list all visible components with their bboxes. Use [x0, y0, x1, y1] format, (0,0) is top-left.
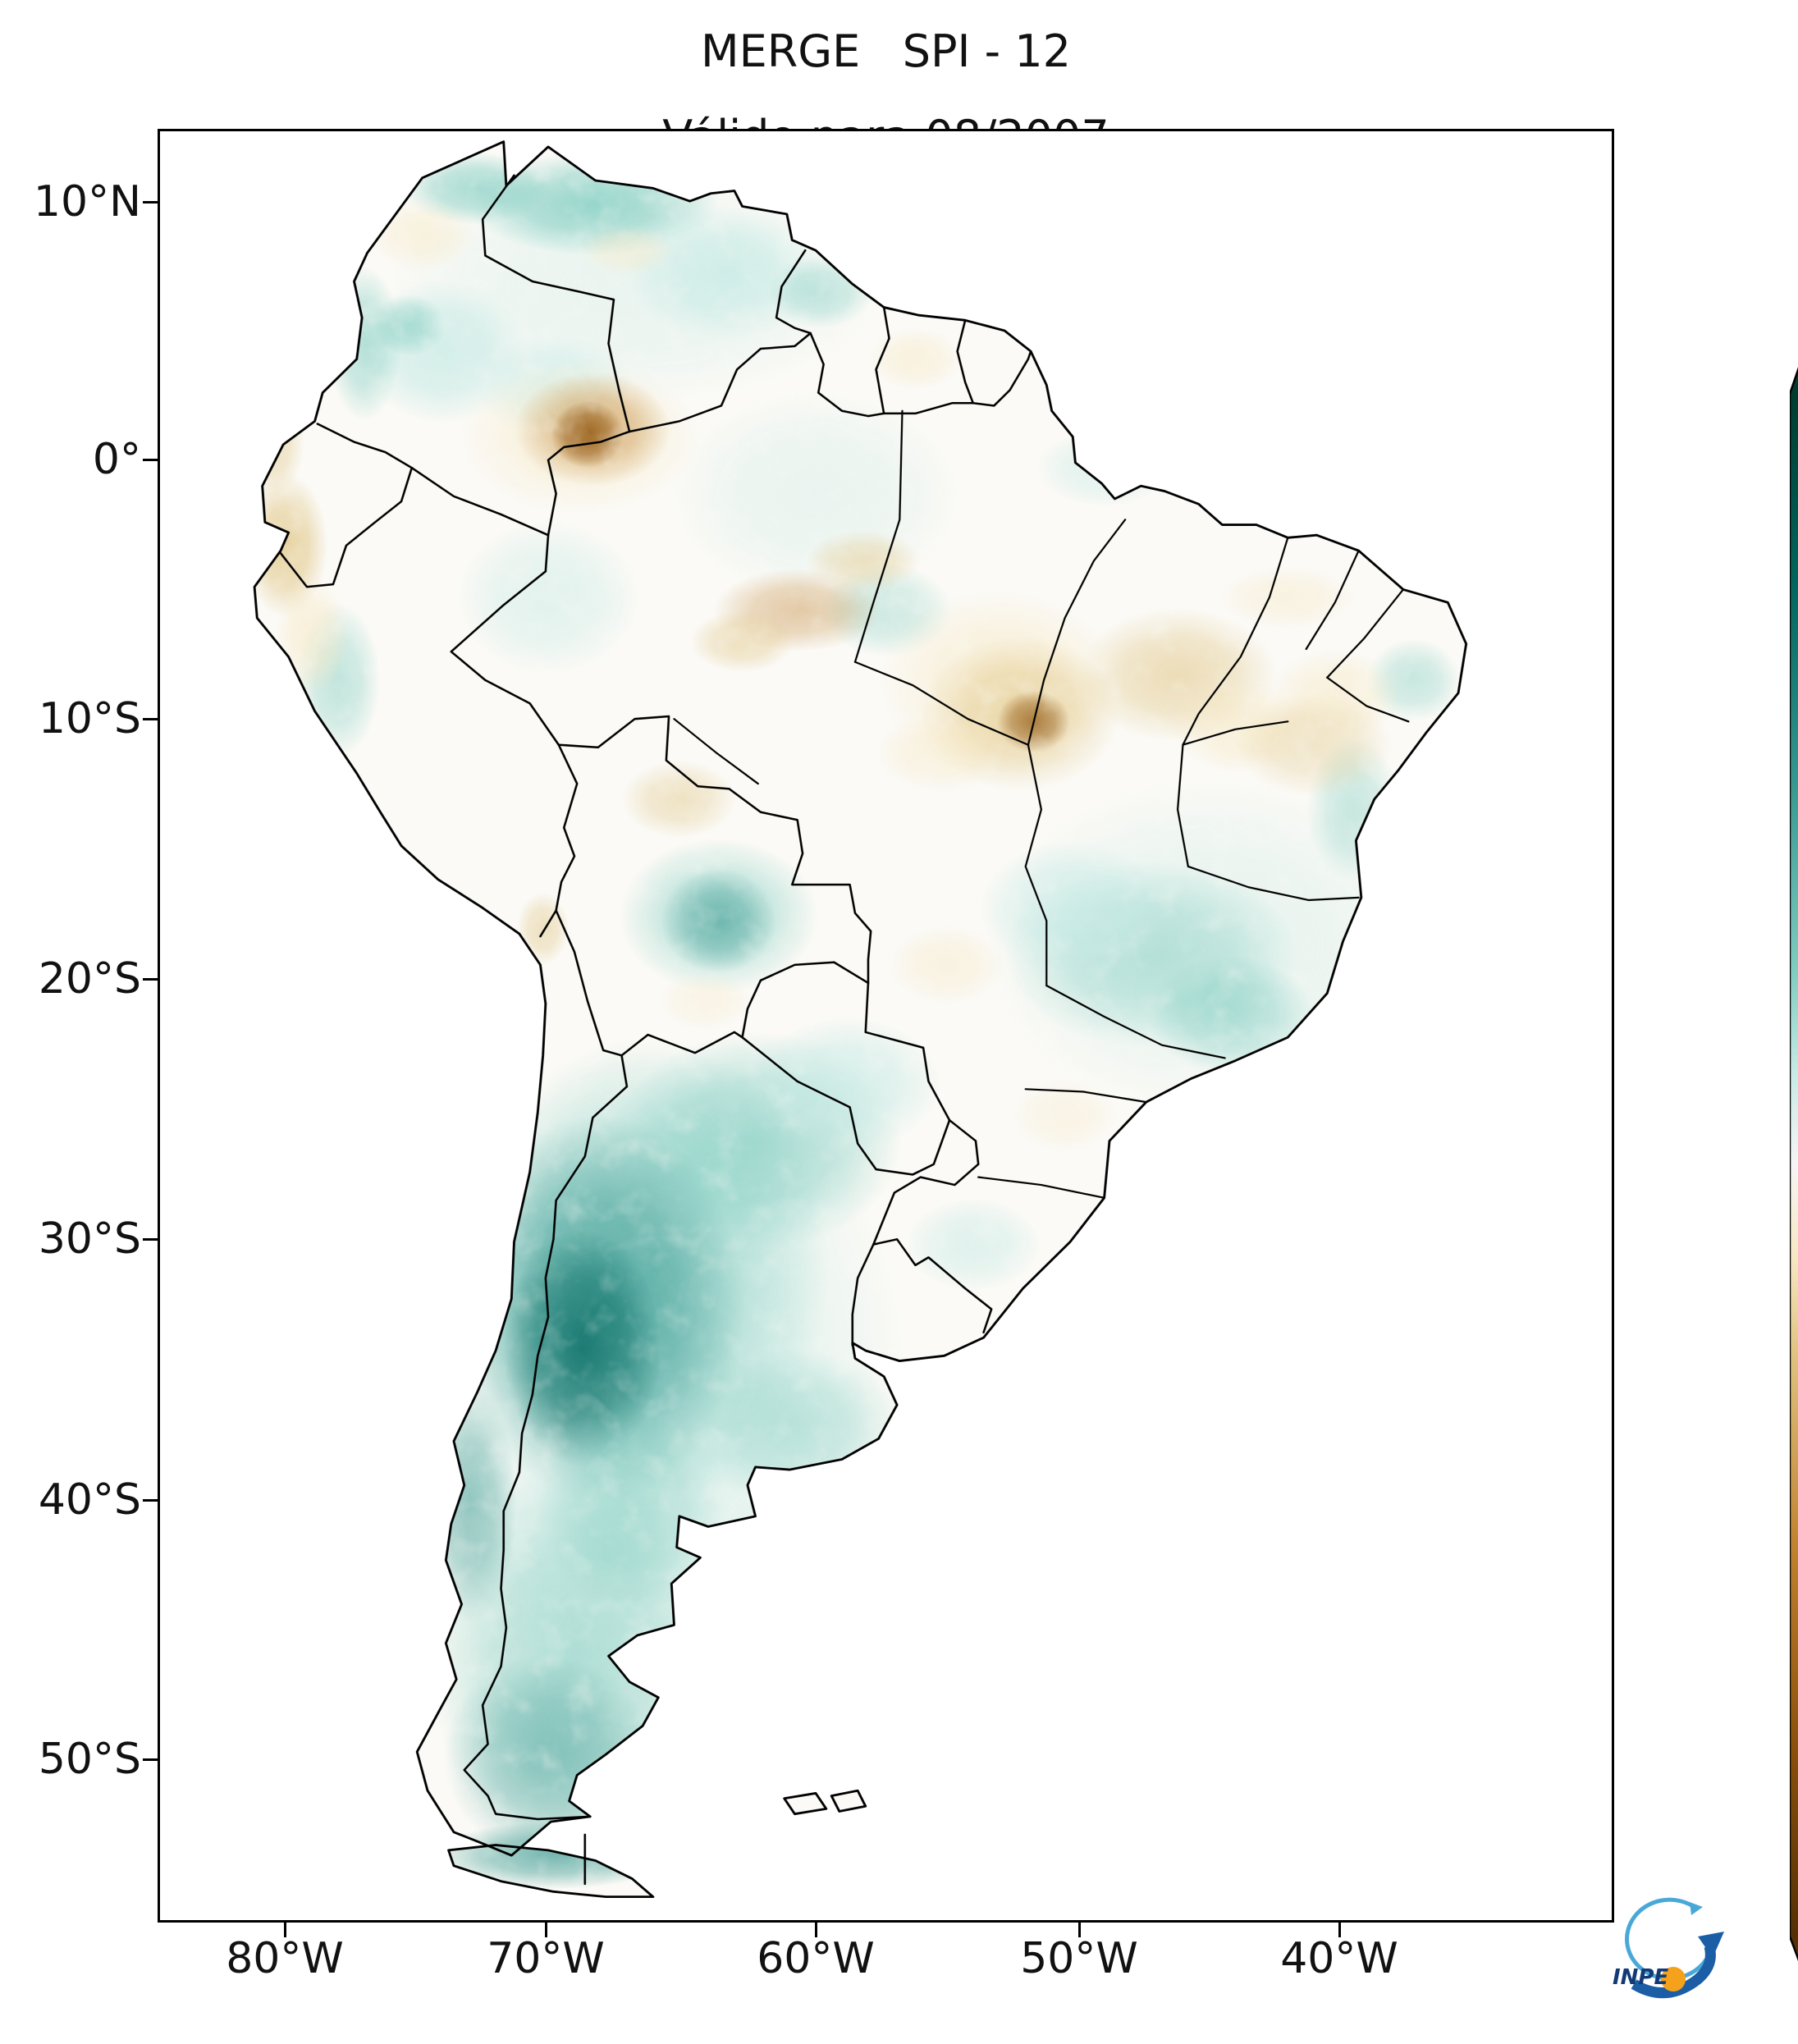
inpe-logo-text: INPE: [1613, 1965, 1668, 1990]
axis-tick: [143, 978, 158, 981]
y-axis-tick-label: 10°S: [38, 694, 141, 743]
x-axis-tick-label: 60°W: [757, 1934, 875, 1983]
y-axis-tick-label: 10°N: [33, 177, 141, 226]
y-axis-tick-label: 40°S: [38, 1475, 141, 1525]
axis-tick: [545, 1923, 547, 1937]
x-axis-tick-label: 40°W: [1280, 1934, 1398, 1983]
map-plot-area: INPE: [158, 129, 1798, 1999]
axis-tick: [143, 1238, 158, 1241]
inpe-logo: INPE: [1585, 1887, 1732, 2014]
state-borders: [673, 409, 1410, 1199]
coastline: [253, 140, 1468, 1899]
axis-tick: [143, 459, 158, 461]
y-axis-tick-label: 0°: [92, 435, 141, 484]
page-title: MERGE SPI - 12: [701, 25, 1071, 77]
country-borders: [279, 174, 1032, 1886]
axis-tick: [143, 1499, 158, 1502]
colorbar-gradient: [1790, 367, 1798, 1962]
axis-tick: [284, 1923, 286, 1937]
x-axis-tick-label: 70°W: [487, 1934, 605, 1983]
y-axis-tick-label: 30°S: [38, 1214, 141, 1264]
y-axis-tick-label: 50°S: [38, 1735, 141, 1784]
colorbar: [1790, 318, 1798, 2006]
spi-raster-field: [254, 141, 1466, 1897]
x-axis-tick-label: 80°W: [226, 1934, 344, 1983]
axis-tick: [1078, 1923, 1081, 1937]
axis-tick: [143, 201, 158, 203]
x-axis-tick-label: 50°W: [1020, 1934, 1138, 1983]
inpe-logo-graphic: INPE: [1613, 1897, 1724, 1999]
south-america-map: [253, 140, 1468, 1899]
axis-tick: [143, 1758, 158, 1761]
axis-tick: [815, 1923, 817, 1937]
y-axis-tick-label: 20°S: [38, 954, 141, 1004]
axis-tick: [1338, 1923, 1341, 1937]
axis-tick: [143, 718, 158, 720]
